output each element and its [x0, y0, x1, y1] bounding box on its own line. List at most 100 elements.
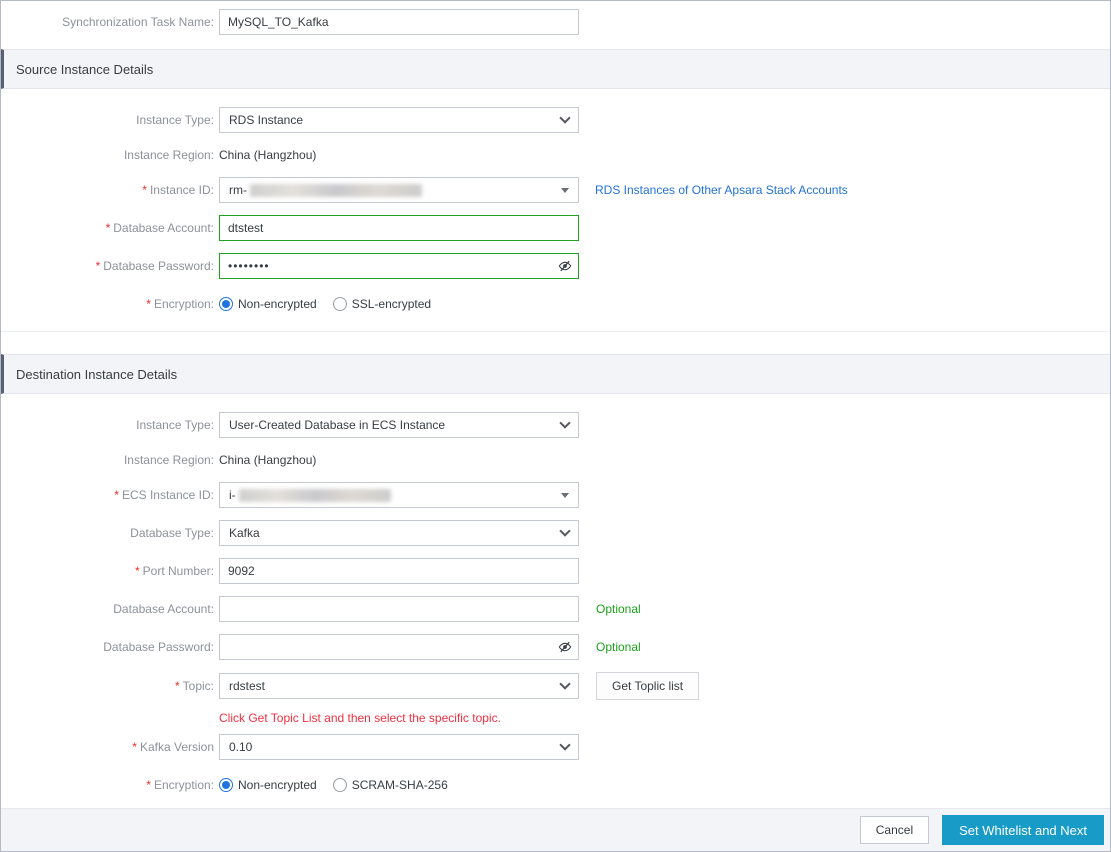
- dest-port-number-input[interactable]: [219, 558, 579, 584]
- source-database-password-input[interactable]: [219, 253, 579, 279]
- source-instance-region-row: Instance Region: China (Hangzhou): [1, 145, 1110, 165]
- source-encryption-label: * Encryption:: [146, 297, 214, 311]
- source-instance-type-select[interactable]: RDS Instance: [219, 107, 579, 133]
- source-encryption-row: * Encryption: Non-encrypted SSL-encrypted: [1, 291, 1110, 317]
- radio-label: Non-encrypted: [238, 778, 317, 792]
- dest-kafka-version-row: * Kafka Version 0.10: [1, 734, 1110, 760]
- source-database-password-label: * Database Password:: [95, 259, 214, 273]
- dest-database-type-value: Kafka: [229, 526, 260, 540]
- dropdown-arrow-icon: [561, 187, 569, 193]
- source-instance-id-prefix: rm-: [229, 183, 247, 197]
- radio-unselected-icon: [332, 778, 347, 792]
- dest-instance-region-value: China (Hangzhou): [219, 453, 317, 467]
- topic-hint-text: Click Get Topic List and then select the…: [219, 711, 501, 725]
- source-instance-type-value: RDS Instance: [229, 113, 304, 127]
- dest-topic-row: * Topic: rdstest Get Toplic list: [1, 672, 1110, 700]
- redacted-instance-id: [250, 183, 422, 197]
- chevron-down-icon: [559, 678, 571, 690]
- source-section: Source Instance Details Instance Type: R…: [1, 49, 1110, 332]
- dest-database-type-select[interactable]: Kafka: [219, 520, 579, 546]
- source-database-account-input[interactable]: [219, 215, 579, 241]
- dest-database-account-input[interactable]: [219, 596, 579, 622]
- dest-instance-region-label: Instance Region:: [123, 453, 214, 467]
- other-apsara-accounts-link[interactable]: RDS Instances of Other Apsara Stack Acco…: [595, 183, 848, 197]
- dest-kafka-version-select[interactable]: 0.10: [219, 734, 579, 760]
- dest-port-number-label: * Port Number:: [134, 564, 214, 578]
- required-marker: *: [146, 778, 151, 792]
- dest-database-password-input[interactable]: [219, 634, 579, 660]
- required-marker: *: [146, 297, 151, 311]
- source-database-account-label: * Database Account:: [105, 221, 214, 235]
- source-instance-id-label: * Instance ID:: [142, 183, 214, 197]
- destination-section: Destination Instance Details Instance Ty…: [1, 354, 1110, 817]
- required-marker: *: [174, 679, 180, 693]
- chevron-down-icon: [559, 739, 571, 751]
- task-name-input[interactable]: [219, 9, 579, 35]
- dest-kafka-version-value: 0.10: [229, 740, 253, 754]
- dest-ecs-instance-id-row: * ECS Instance ID: i-: [1, 482, 1110, 508]
- dest-database-password-row: Database Password: Optional: [1, 634, 1110, 660]
- destination-section-title: Destination Instance Details: [16, 366, 178, 382]
- dest-topic-select[interactable]: rdstest: [219, 673, 579, 699]
- required-marker: *: [142, 183, 147, 197]
- dropdown-arrow-icon: [561, 492, 569, 498]
- radio-selected-icon: [219, 778, 233, 792]
- chevron-down-icon: [559, 417, 571, 429]
- dest-instance-region-row: Instance Region: China (Hangzhou): [1, 450, 1110, 470]
- dest-ecs-instance-id-prefix: i-: [229, 488, 236, 502]
- radio-scram-sha-256[interactable]: SCRAM-SHA-256: [332, 778, 448, 792]
- dest-encryption-label: * Encryption:: [146, 778, 214, 792]
- source-instance-id-combobox[interactable]: rm-: [219, 177, 579, 203]
- source-database-password-row: * Database Password:: [1, 253, 1110, 279]
- required-marker: *: [105, 221, 111, 235]
- footer-action-bar: Cancel Set Whitelist and Next: [1, 808, 1110, 851]
- radio-non-encrypted[interactable]: Non-encrypted: [219, 297, 317, 311]
- radio-selected-icon: [219, 297, 233, 311]
- cancel-button[interactable]: Cancel: [859, 816, 930, 844]
- dest-database-password-label: Database Password:: [103, 640, 214, 654]
- dest-topic-value: rdstest: [229, 679, 266, 693]
- dest-instance-type-row: Instance Type: User-Created Database in …: [1, 412, 1110, 438]
- radio-label: Non-encrypted: [238, 297, 317, 311]
- source-section-title: Source Instance Details: [16, 61, 154, 77]
- source-instance-type-label: Instance Type:: [136, 113, 214, 127]
- redacted-ecs-instance-id: [238, 488, 391, 502]
- chevron-down-icon: [559, 525, 571, 537]
- get-topic-list-button[interactable]: Get Toplic list: [596, 672, 700, 700]
- radio-label: SCRAM-SHA-256: [351, 778, 448, 792]
- required-marker: *: [134, 564, 140, 578]
- dest-database-type-label: Database Type:: [130, 526, 214, 540]
- radio-ssl-encrypted[interactable]: SSL-encrypted: [332, 297, 431, 311]
- set-whitelist-and-next-button[interactable]: Set Whitelist and Next: [942, 815, 1104, 845]
- radio-non-encrypted[interactable]: Non-encrypted: [219, 778, 317, 792]
- dest-database-type-row: Database Type: Kafka: [1, 520, 1110, 546]
- optional-note: Optional: [596, 602, 641, 616]
- destination-section-header: Destination Instance Details: [1, 354, 1110, 394]
- dest-kafka-version-label: * Kafka Version: [132, 740, 214, 754]
- dest-topic-label: * Topic:: [174, 679, 214, 693]
- eye-off-icon[interactable]: [558, 640, 572, 654]
- required-marker: *: [132, 740, 137, 754]
- radio-unselected-icon: [332, 297, 347, 311]
- chevron-down-icon: [559, 112, 571, 124]
- dest-port-number-row: * Port Number:: [1, 558, 1110, 584]
- dest-ecs-instance-id-label: * ECS Instance ID:: [114, 488, 214, 502]
- task-name-row: Synchronization Task Name:: [1, 1, 1110, 35]
- required-marker: *: [95, 259, 101, 273]
- dest-instance-type-select[interactable]: User-Created Database in ECS Instance: [219, 412, 579, 438]
- source-database-account-row: * Database Account:: [1, 215, 1110, 241]
- eye-off-icon[interactable]: [558, 259, 572, 273]
- dest-ecs-instance-id-combobox[interactable]: i-: [219, 482, 579, 508]
- dest-encryption-row: * Encryption: Non-encrypted SCRAM-SHA-256: [1, 772, 1110, 798]
- source-instance-id-row: * Instance ID: rm- RDS Instances of Other…: [1, 177, 1110, 203]
- required-marker: *: [114, 488, 119, 502]
- dest-database-account-row: Database Account: Optional: [1, 596, 1110, 622]
- source-instance-region-label: Instance Region:: [123, 148, 214, 162]
- task-name-label: Synchronization Task Name:: [62, 15, 214, 29]
- source-section-header: Source Instance Details: [1, 49, 1110, 89]
- source-instance-region-value: China (Hangzhou): [219, 148, 317, 162]
- dest-instance-type-value: User-Created Database in ECS Instance: [229, 418, 446, 432]
- dest-database-account-label: Database Account:: [113, 602, 214, 616]
- optional-note: Optional: [596, 640, 641, 654]
